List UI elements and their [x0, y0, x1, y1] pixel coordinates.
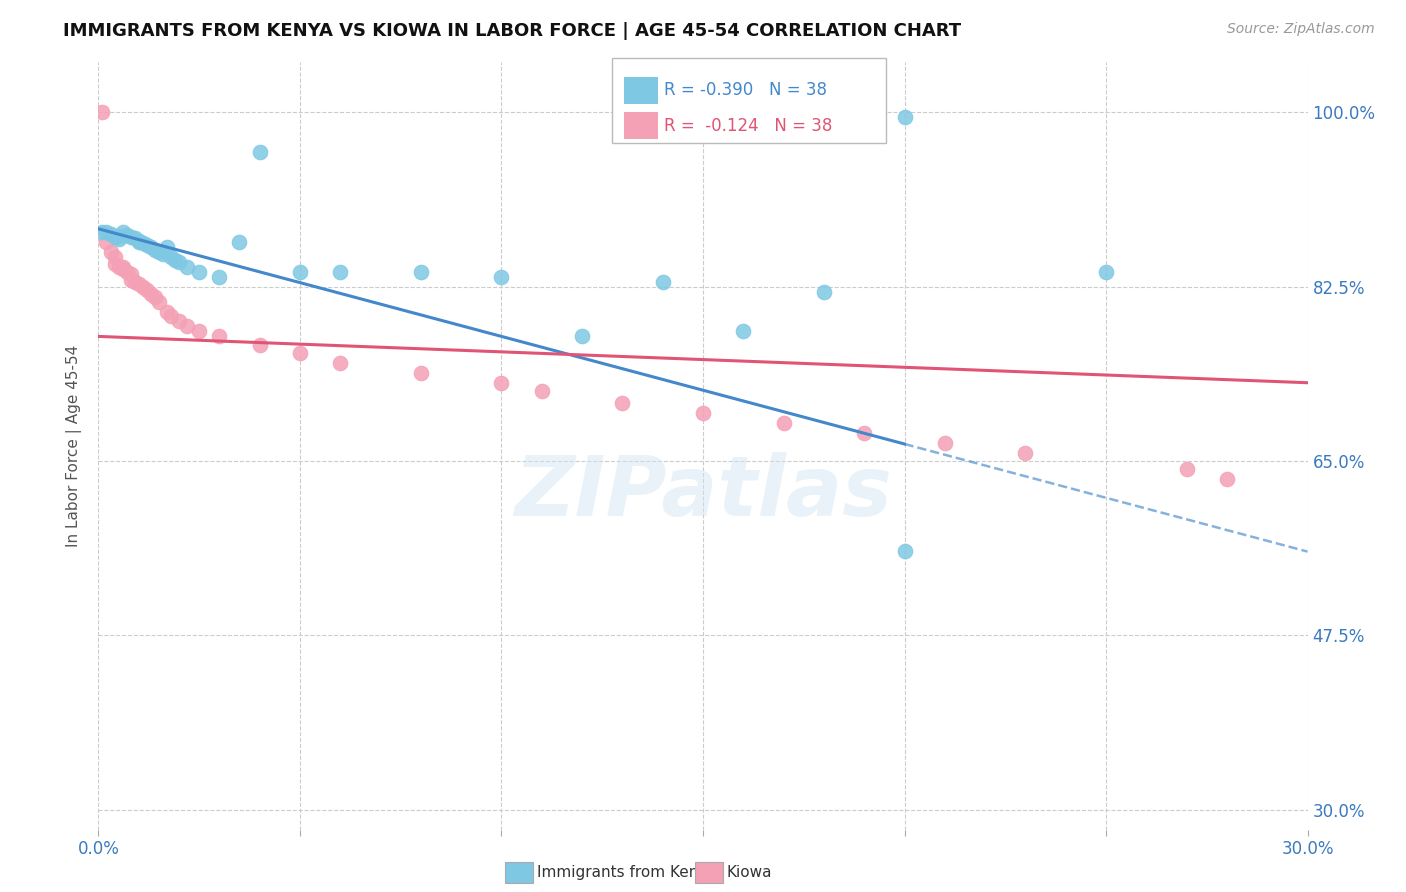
Point [612, 396, 634, 410]
Point [143, 289, 166, 303]
Point [143, 243, 166, 257]
Point [152, 246, 174, 260]
Point [139, 240, 162, 254]
Point [208, 329, 231, 343]
Point [329, 356, 352, 370]
Point [96, 225, 118, 239]
Text: IMMIGRANTS FROM KENYA VS KIOWA IN LABOR FORCE | AGE 45-54 CORRELATION CHART: IMMIGRANTS FROM KENYA VS KIOWA IN LABOR … [63, 22, 962, 40]
Point [103, 250, 125, 264]
Point [249, 338, 271, 352]
Point [188, 265, 211, 279]
Point [934, 436, 956, 450]
Text: Kiowa: Kiowa [727, 865, 772, 880]
Point [128, 235, 150, 249]
Point [893, 110, 915, 124]
Point [772, 416, 794, 430]
Point [1095, 265, 1118, 279]
Point [135, 283, 157, 297]
Point [124, 275, 146, 289]
Point [111, 261, 134, 276]
Point [160, 310, 183, 324]
Point [530, 384, 553, 399]
Y-axis label: In Labor Force | Age 45-54: In Labor Force | Age 45-54 [66, 345, 83, 547]
Point [107, 228, 129, 243]
Point [91, 225, 114, 239]
Point [139, 286, 162, 301]
Point [813, 285, 835, 299]
Text: R =  -0.124   N = 38: R = -0.124 N = 38 [664, 117, 832, 135]
Text: ZIPatlas: ZIPatlas [515, 451, 891, 533]
Text: R = -0.390   N = 38: R = -0.390 N = 38 [664, 81, 827, 99]
Point [91, 105, 114, 120]
Point [156, 240, 179, 254]
Point [107, 232, 129, 246]
Point [692, 406, 714, 420]
Point [167, 254, 190, 268]
Point [249, 145, 271, 160]
Point [228, 235, 250, 249]
Point [208, 269, 231, 284]
Point [156, 304, 179, 318]
Point [115, 227, 138, 242]
Point [491, 269, 513, 284]
Point [288, 346, 311, 360]
Point [128, 234, 150, 248]
Point [491, 376, 513, 391]
Point [1014, 446, 1036, 460]
Point [96, 235, 118, 249]
Point [111, 225, 134, 239]
Point [409, 265, 432, 279]
Point [176, 260, 198, 274]
Point [132, 235, 155, 250]
Point [100, 227, 122, 241]
Point [651, 275, 673, 289]
Point [571, 329, 593, 343]
Point [135, 237, 157, 252]
Point [188, 325, 211, 339]
Point [103, 229, 125, 244]
Point [733, 325, 755, 339]
Point [120, 267, 142, 281]
Point [107, 260, 129, 274]
Point [167, 314, 190, 328]
Point [120, 229, 142, 244]
Text: Immigrants from Kenya: Immigrants from Kenya [537, 865, 717, 880]
Point [163, 252, 186, 267]
Point [1175, 462, 1198, 476]
Point [176, 319, 198, 334]
Point [329, 265, 352, 279]
Point [409, 366, 432, 380]
Point [111, 260, 134, 274]
Point [148, 294, 170, 309]
Point [120, 272, 142, 286]
Point [160, 250, 183, 264]
Point [853, 425, 876, 440]
Point [115, 265, 138, 279]
Point [148, 244, 170, 259]
Point [128, 277, 150, 291]
Point [124, 231, 146, 245]
Point [132, 279, 155, 293]
Point [1216, 472, 1239, 486]
Point [100, 244, 122, 259]
Text: Source: ZipAtlas.com: Source: ZipAtlas.com [1227, 22, 1375, 37]
Point [288, 265, 311, 279]
Point [103, 257, 125, 271]
Point [893, 543, 915, 558]
